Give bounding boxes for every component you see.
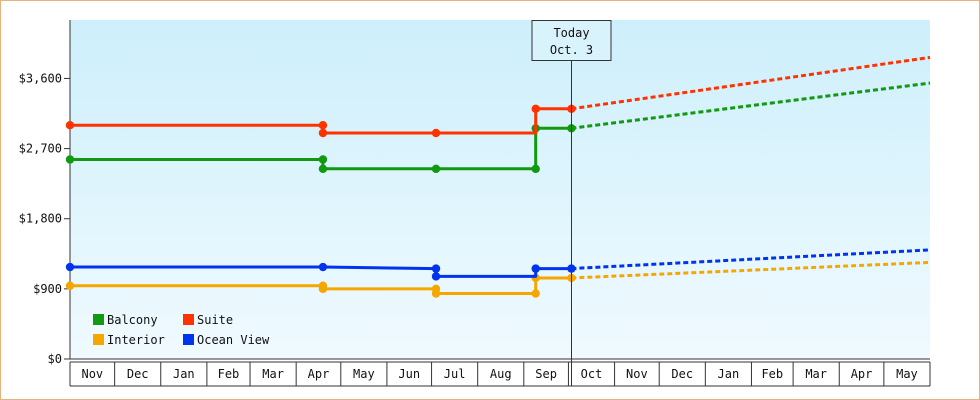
forecast-line-interior	[571, 260, 931, 280]
y-tick-label: $2,700	[19, 142, 62, 156]
today-marker: Today Oct. 3	[531, 20, 612, 386]
legend-label: Interior	[107, 333, 165, 347]
data-point-suite[interactable]	[431, 128, 441, 138]
data-point-balcony[interactable]	[531, 164, 540, 174]
legend-item-ocean-view[interactable]: Ocean View	[183, 333, 270, 347]
today-label: Today	[553, 26, 589, 40]
data-point-suite[interactable]	[318, 128, 328, 138]
y-tick-label: $0	[48, 352, 62, 366]
x-tick-label: Mar	[805, 367, 827, 381]
data-point-ocean-view[interactable]	[431, 272, 441, 281]
y-tick-label: $3,600	[19, 71, 62, 85]
forecast-line-balcony	[571, 81, 931, 130]
x-tick-label: Dec	[671, 367, 693, 381]
data-point-interior[interactable]	[531, 289, 540, 298]
series-layer	[65, 55, 931, 298]
x-tick-label: Jun	[398, 367, 420, 381]
legend-label: Suite	[197, 313, 233, 327]
today-date-label: Oct. 3	[550, 43, 593, 57]
x-tick-label: May	[896, 367, 918, 381]
legend-item-suite[interactable]: Suite	[183, 313, 233, 327]
legend-swatch	[183, 334, 194, 345]
y-tick-label: $900	[33, 282, 62, 296]
data-point-ocean-view[interactable]	[431, 264, 441, 273]
forecast-line-suite	[571, 55, 931, 111]
x-tick-label: Apr	[308, 367, 330, 381]
legend-swatch	[93, 334, 104, 345]
x-tick-label: Sep	[535, 367, 557, 381]
legend: Balcony Suite Interior Ocean View	[93, 313, 270, 347]
data-point-balcony[interactable]	[431, 164, 441, 174]
plot-background	[70, 20, 930, 359]
axes: $0 $900 $1,800 $2,700 $3,600 Nov Dec Jan Feb Mar A…	[19, 20, 931, 387]
x-tick-label: Aug	[490, 367, 512, 381]
x-tick-label: Feb	[218, 367, 240, 381]
x-tick-label: Jan	[173, 367, 195, 381]
data-point-balcony[interactable]	[65, 155, 75, 164]
data-point-interior[interactable]	[65, 281, 75, 290]
series-ocean-view	[65, 248, 931, 281]
legend-item-balcony[interactable]: Balcony	[93, 313, 158, 327]
x-tick-label: Jul	[444, 367, 466, 381]
series-interior	[65, 260, 931, 298]
data-point-suite[interactable]	[318, 121, 328, 130]
x-tick-label: Oct	[581, 367, 603, 381]
data-point-balcony[interactable]	[318, 155, 328, 164]
legend-swatch	[183, 314, 194, 325]
x-tick-label: May	[353, 367, 375, 381]
x-tick-label: Nov	[81, 367, 103, 381]
legend-label: Balcony	[107, 313, 158, 327]
x-tick-label: Jan	[718, 367, 740, 381]
legend-swatch	[93, 314, 104, 325]
data-point-interior[interactable]	[318, 284, 328, 294]
x-tick-label: Apr	[851, 367, 873, 381]
x-tick-label: Feb	[761, 367, 783, 381]
data-point-suite[interactable]	[65, 121, 75, 130]
data-point-balcony[interactable]	[318, 164, 328, 174]
legend-label: Ocean View	[197, 333, 270, 347]
forecast-line-ocean-view	[571, 248, 931, 271]
legend-item-interior[interactable]: Interior	[93, 333, 165, 347]
data-point-interior[interactable]	[431, 289, 441, 298]
data-point-ocean-view[interactable]	[531, 264, 540, 273]
x-tick-label: Mar	[262, 367, 284, 381]
data-point-ocean-view[interactable]	[65, 262, 75, 272]
data-point-suite[interactable]	[531, 104, 540, 114]
today-label-box	[531, 20, 612, 61]
data-point-ocean-view[interactable]	[318, 262, 328, 272]
series-suite	[65, 55, 931, 138]
x-tick-label: Dec	[127, 367, 149, 381]
y-tick-label: $1,800	[19, 212, 62, 226]
x-tick-label: Nov	[626, 367, 648, 381]
